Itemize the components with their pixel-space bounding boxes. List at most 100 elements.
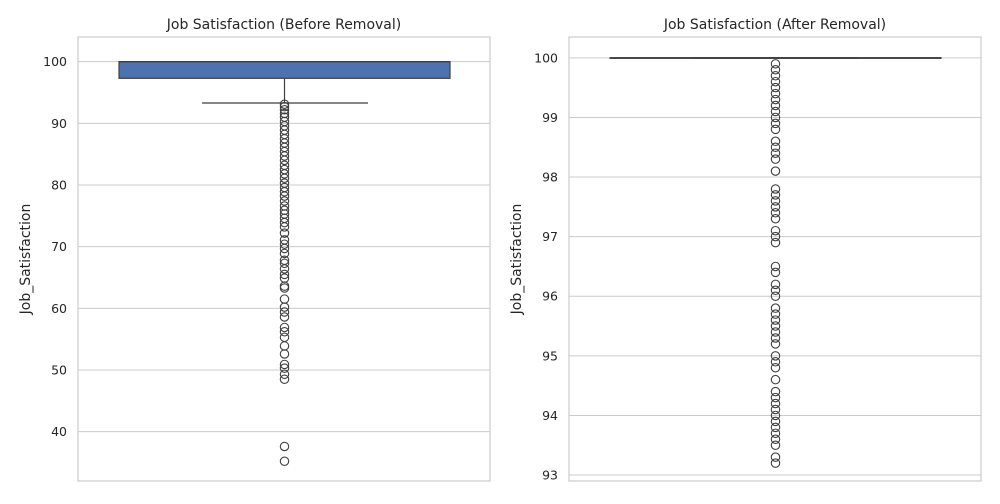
- chart-title: Job Satisfaction (After Removal): [663, 17, 886, 33]
- outlier-point: [279, 105, 290, 115]
- outlier-point: [279, 341, 290, 351]
- outlier-point: [770, 428, 781, 439]
- y-tick-label: 60: [51, 301, 67, 316]
- outlier-point: [279, 108, 290, 119]
- outlier-point: [279, 178, 290, 188]
- outlier-point: [770, 142, 781, 153]
- outlier-point: [279, 374, 290, 384]
- y-tick-label: 93: [542, 468, 558, 483]
- outlier-point: [279, 235, 290, 245]
- y-tick-label: 50: [51, 363, 67, 378]
- y-tick-label: 40: [51, 424, 67, 439]
- outlier-point: [279, 164, 290, 175]
- outlier-point: [770, 70, 781, 81]
- chart-title: Job Satisfaction (Before Removal): [166, 17, 401, 33]
- outlier-point: [770, 416, 781, 427]
- outlier-point: [770, 386, 781, 397]
- outlier-point: [770, 231, 781, 242]
- outlier-point: [279, 201, 290, 211]
- outlier-point: [770, 225, 781, 236]
- outlier-point: [770, 190, 781, 200]
- outlier-point: [279, 99, 290, 109]
- outlier-point: [770, 208, 781, 218]
- y-axis-label: Job_Satisfaction: [509, 204, 525, 316]
- outlier-point: [279, 205, 290, 216]
- outlier-point: [279, 332, 290, 343]
- outlier-point: [279, 363, 290, 373]
- outlier-point: [770, 148, 781, 158]
- plot-frame: [568, 36, 982, 482]
- outlier-point: [770, 154, 781, 164]
- plot-frame: [77, 36, 491, 482]
- outlier-point: [770, 82, 781, 93]
- outlier-point: [770, 124, 781, 135]
- outlier-point: [770, 422, 781, 433]
- outlier-point: [770, 196, 781, 206]
- outlier-point: [770, 166, 781, 176]
- outlier-point: [770, 112, 781, 123]
- outlier-point: [279, 302, 290, 312]
- outlier-point: [279, 182, 290, 193]
- y-tick-label: 99: [542, 110, 558, 125]
- outlier-point: [770, 65, 781, 75]
- outlier-point: [770, 398, 781, 409]
- outlier-point: [279, 273, 290, 283]
- outlier-point: [770, 321, 781, 331]
- outlier-point: [279, 307, 290, 317]
- outlier-point: [770, 237, 781, 248]
- y-tick-label: 100: [534, 50, 558, 65]
- outlier-point: [770, 327, 781, 337]
- outlier-point: [279, 228, 290, 238]
- y-tick-label: 96: [542, 289, 558, 304]
- outlier-point: [770, 357, 781, 367]
- outlier-point: [770, 374, 781, 385]
- iqr-box: [118, 61, 451, 79]
- outlier-point: [279, 441, 290, 452]
- y-tick-label: 95: [542, 348, 558, 363]
- outlier-point: [770, 214, 781, 224]
- outlier-point: [770, 94, 781, 105]
- outlier-point: [279, 269, 290, 280]
- before-removal-panel: 40 50 60 70 80 90 100 Job Satisfaction (Before …: [18, 17, 491, 482]
- outlier-point: [279, 112, 290, 122]
- outlier-point: [770, 184, 781, 194]
- y-tick-label: 80: [51, 178, 67, 193]
- outlier-point: [770, 59, 781, 69]
- outlier-point: [770, 440, 781, 450]
- outlier-point: [770, 118, 781, 129]
- outlier-point: [279, 349, 290, 359]
- outlier-point: [279, 248, 290, 259]
- outlier-point: [279, 258, 290, 269]
- outlier-point: [279, 322, 290, 333]
- outlier-point: [770, 458, 781, 468]
- y-tick-label: 98: [542, 170, 558, 185]
- outlier-point: [770, 303, 781, 313]
- outlier-point: [770, 315, 781, 325]
- outlier-point: [770, 261, 781, 272]
- outlier-point: [770, 452, 781, 462]
- outlier-point: [770, 339, 781, 349]
- after-removal-panel: 93 94 95 96 97 98 99 100 Job Satisfaction (After…: [509, 17, 982, 483]
- outlier-point: [279, 327, 290, 337]
- outlier-point: [279, 196, 290, 206]
- outlier-point: [279, 283, 290, 293]
- outlier-point: [770, 410, 781, 421]
- outlier-point: [770, 267, 781, 278]
- outlier-point: [770, 88, 781, 99]
- outlier-point: [770, 351, 781, 361]
- outlier-point: [279, 359, 290, 370]
- y-tick-label: 97: [542, 229, 558, 244]
- outlier-point: [279, 101, 290, 112]
- outlier-point: [279, 294, 290, 304]
- outlier-point: [770, 363, 781, 373]
- y-axis-label: Job_Satisfaction: [18, 204, 34, 316]
- outlier-point: [279, 281, 290, 291]
- y-tick-label: 70: [51, 239, 67, 254]
- outlier-point: [279, 456, 290, 467]
- y-tick-label: 94: [542, 408, 558, 423]
- outlier-point: [770, 136, 781, 147]
- outlier-point: [770, 76, 781, 87]
- y-tick-label: 100: [43, 54, 67, 69]
